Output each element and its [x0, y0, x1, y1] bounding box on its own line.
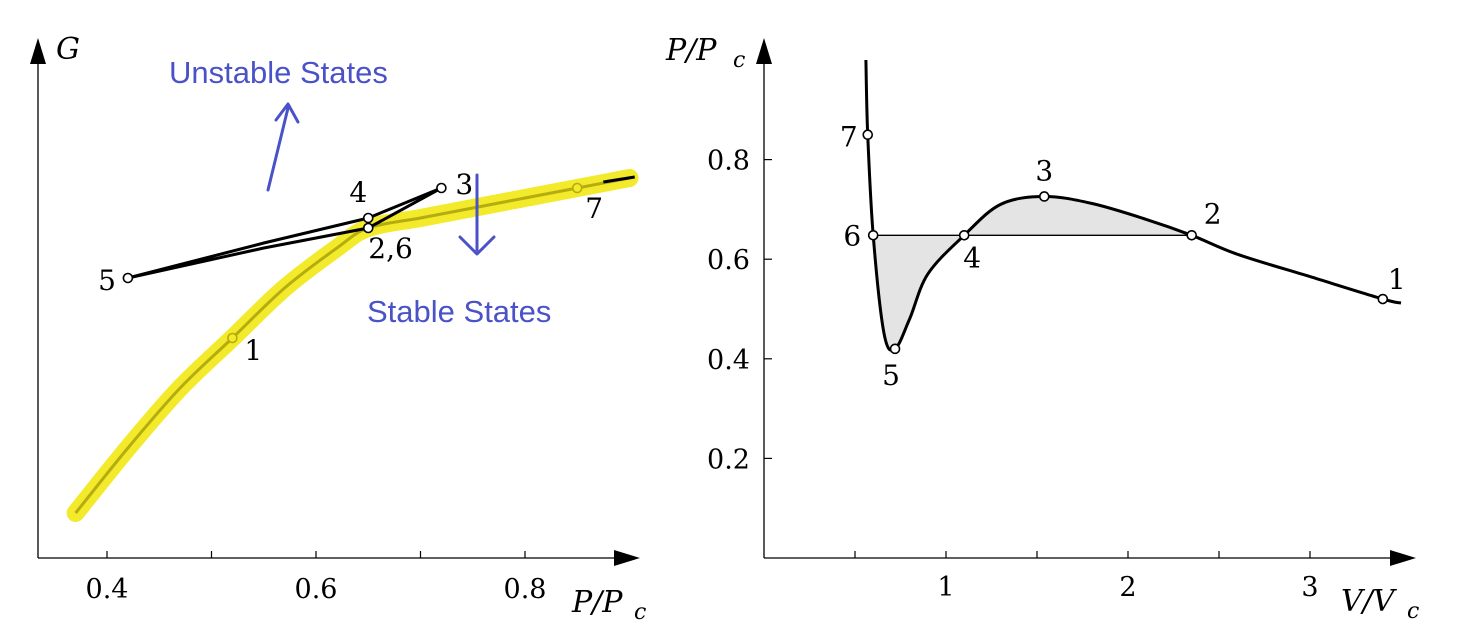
stable-branch-highlight	[66, 169, 639, 522]
point-label-b: 1	[1388, 263, 1406, 296]
point-marker-a	[571, 182, 583, 194]
annotation-stable-states: Stable States	[367, 294, 551, 329]
y-axis-label-b-sub: c	[733, 48, 745, 73]
x-tick-label-b: 1	[937, 572, 954, 603]
stable-arrow	[458, 173, 496, 256]
unstable-arrow	[266, 102, 300, 192]
y-axis-arrowhead-a	[30, 38, 46, 64]
point-label-a: 4	[349, 176, 367, 209]
axes-b: 1 2 3 0.2 0.4 0.6 0.8 V/V c P/P c	[665, 33, 1419, 624]
x-axis-arrowhead-a	[614, 550, 640, 566]
point-marker-b	[867, 229, 879, 241]
x-tick-label-b: 3	[1301, 572, 1318, 603]
x-tick-label-a: 0.6	[295, 574, 338, 605]
point-marker-b	[862, 129, 874, 140]
point-marker-a	[362, 222, 374, 234]
x-axis-label-b: V/V	[1341, 584, 1398, 619]
point-label-a: 7	[585, 192, 603, 225]
point-label-b: 6	[843, 219, 861, 252]
point-label-a: 3	[455, 168, 473, 201]
annotation-unstable-group: Unstable States	[169, 55, 388, 192]
x-tick-label-a: 0.8	[504, 574, 547, 605]
point-marker-b	[958, 229, 970, 241]
points-b: 1 2 3 4 5 6 7	[840, 121, 1406, 392]
x-axis-label-b-sub: c	[1407, 599, 1419, 624]
isotherm-curve	[864, 59, 1402, 352]
axes-a: 0.4 0.6 0.8 P/P c G	[30, 32, 646, 625]
point-marker-a	[362, 212, 374, 224]
y-axis-label-a: G	[56, 32, 80, 67]
point-label-b: 2	[1204, 197, 1222, 230]
x-axis-label-a-sub: c	[634, 600, 646, 625]
x-axis-label-a: P/P	[571, 585, 623, 620]
points-a: 1 2,6 3 4 5 7	[98, 168, 603, 367]
chart-pv-isotherm: 1 2 3 0.2 0.4 0.6 0.8 V/V c P/P c 1 2 3 4 5 6 7	[665, 33, 1419, 624]
point-marker-a	[436, 182, 447, 194]
point-label-b: 3	[1035, 154, 1053, 187]
point-marker-b	[1038, 191, 1050, 202]
x-tick-label-b: 2	[1119, 572, 1136, 603]
point-label-b: 4	[963, 241, 981, 274]
point-marker-b	[889, 343, 901, 355]
y-tick-label-b: 0.2	[707, 444, 750, 475]
point-marker-a	[227, 332, 238, 344]
point-label-b: 5	[882, 359, 900, 392]
x-tick-label-a: 0.4	[86, 574, 129, 605]
annotation-unstable-states: Unstable States	[169, 55, 388, 90]
point-label-a: 1	[244, 334, 262, 367]
stable-branch-tail	[603, 175, 635, 184]
point-marker-b	[1186, 229, 1197, 241]
point-label-a: 5	[98, 264, 116, 297]
x-axis-arrowhead-b	[1390, 550, 1416, 566]
y-axis-arrowhead-b	[756, 38, 772, 64]
annotation-stable-group: Stable States	[367, 173, 551, 329]
y-axis-label-b: P/P	[665, 33, 717, 68]
point-marker-b	[1377, 293, 1389, 305]
stable-branch-line	[74, 176, 630, 514]
point-label-b: 7	[840, 121, 858, 154]
y-tick-label-b: 0.8	[707, 146, 750, 177]
y-tick-label-b: 0.6	[707, 245, 750, 276]
point-label-a: 2,6	[368, 232, 413, 265]
point-marker-a	[122, 272, 134, 284]
y-tick-label-b: 0.4	[707, 345, 750, 376]
